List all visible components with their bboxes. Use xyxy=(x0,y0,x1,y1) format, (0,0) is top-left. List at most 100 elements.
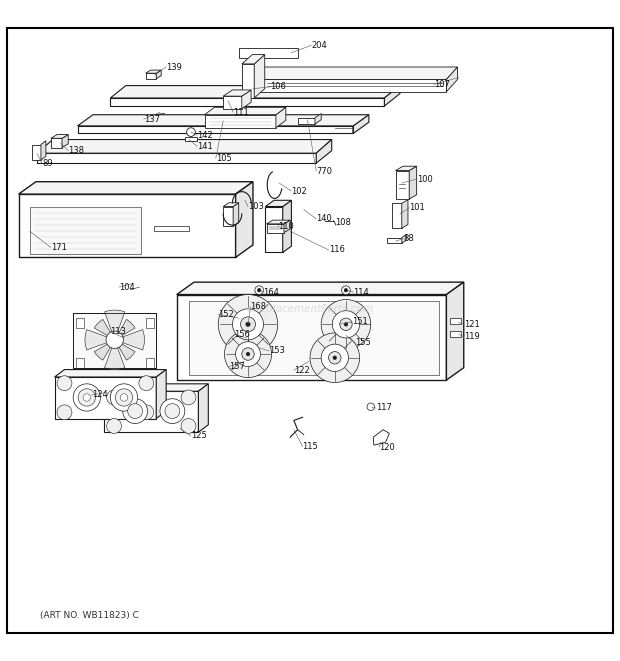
Polygon shape xyxy=(223,90,251,96)
Circle shape xyxy=(218,295,278,354)
Circle shape xyxy=(83,394,91,401)
Circle shape xyxy=(344,323,348,326)
Text: 151: 151 xyxy=(352,317,368,327)
Circle shape xyxy=(340,318,352,330)
Bar xyxy=(76,358,84,368)
Polygon shape xyxy=(37,139,332,153)
Polygon shape xyxy=(55,369,166,377)
Polygon shape xyxy=(51,138,62,147)
Text: 111: 111 xyxy=(233,108,249,117)
Polygon shape xyxy=(104,384,208,391)
Text: 124: 124 xyxy=(92,391,107,399)
Polygon shape xyxy=(205,115,276,128)
Polygon shape xyxy=(251,79,446,92)
Circle shape xyxy=(242,348,254,360)
Circle shape xyxy=(236,342,260,366)
Text: 102: 102 xyxy=(291,186,307,196)
Polygon shape xyxy=(396,166,417,171)
Circle shape xyxy=(106,331,123,348)
Polygon shape xyxy=(315,114,321,124)
Polygon shape xyxy=(156,70,161,79)
Text: 105: 105 xyxy=(216,153,231,163)
Text: 156: 156 xyxy=(234,330,250,338)
Polygon shape xyxy=(265,206,283,253)
Polygon shape xyxy=(154,226,189,231)
Polygon shape xyxy=(254,55,265,98)
Polygon shape xyxy=(396,171,409,199)
Polygon shape xyxy=(392,204,402,228)
Polygon shape xyxy=(78,126,353,134)
Bar xyxy=(450,318,461,325)
Circle shape xyxy=(57,375,72,391)
Text: 110: 110 xyxy=(278,222,293,231)
Polygon shape xyxy=(94,319,113,338)
Text: 168: 168 xyxy=(250,303,267,311)
Polygon shape xyxy=(185,137,197,141)
Circle shape xyxy=(165,404,180,418)
Polygon shape xyxy=(41,141,46,160)
Text: (ART NO. WB11823) C: (ART NO. WB11823) C xyxy=(40,611,139,620)
Polygon shape xyxy=(85,330,111,350)
Polygon shape xyxy=(117,319,135,338)
Bar xyxy=(146,358,154,368)
Text: 141: 141 xyxy=(197,142,213,151)
Polygon shape xyxy=(223,206,233,226)
Circle shape xyxy=(332,311,360,338)
Polygon shape xyxy=(402,235,407,243)
Circle shape xyxy=(246,352,250,356)
Text: 103: 103 xyxy=(248,202,264,211)
Polygon shape xyxy=(284,220,290,233)
Polygon shape xyxy=(223,203,239,206)
Text: 101: 101 xyxy=(409,203,425,212)
Polygon shape xyxy=(384,86,400,106)
Polygon shape xyxy=(117,342,135,360)
Circle shape xyxy=(128,404,143,418)
Polygon shape xyxy=(32,145,41,160)
Polygon shape xyxy=(177,295,446,380)
Text: 116: 116 xyxy=(329,245,345,254)
Text: 152: 152 xyxy=(218,310,234,319)
Polygon shape xyxy=(146,73,156,79)
Polygon shape xyxy=(251,67,262,92)
Text: 153: 153 xyxy=(269,346,285,356)
Text: 106: 106 xyxy=(270,83,286,91)
Text: 137: 137 xyxy=(144,114,160,124)
Circle shape xyxy=(73,384,100,411)
Text: 164: 164 xyxy=(263,288,279,297)
Polygon shape xyxy=(110,86,400,98)
Polygon shape xyxy=(37,153,316,163)
Polygon shape xyxy=(373,430,389,446)
Circle shape xyxy=(107,390,122,405)
Circle shape xyxy=(329,352,341,364)
Polygon shape xyxy=(177,282,464,295)
Bar xyxy=(146,318,154,328)
Circle shape xyxy=(139,405,154,420)
Text: 89: 89 xyxy=(42,159,53,168)
Circle shape xyxy=(246,322,250,327)
Circle shape xyxy=(232,309,264,340)
Text: 139: 139 xyxy=(166,63,182,71)
Text: 157: 157 xyxy=(229,362,246,371)
Polygon shape xyxy=(19,182,253,194)
Text: eReplacementParts.com: eReplacementParts.com xyxy=(246,304,374,314)
Circle shape xyxy=(310,333,360,383)
Circle shape xyxy=(257,288,261,292)
Circle shape xyxy=(367,403,374,410)
Text: 204: 204 xyxy=(311,41,327,50)
Polygon shape xyxy=(198,384,208,432)
Polygon shape xyxy=(265,200,291,206)
Text: 120: 120 xyxy=(379,443,395,451)
Circle shape xyxy=(224,330,272,377)
Text: 115: 115 xyxy=(303,442,318,451)
Circle shape xyxy=(187,128,195,136)
Polygon shape xyxy=(189,301,439,375)
Polygon shape xyxy=(94,342,113,360)
Polygon shape xyxy=(298,118,315,124)
Polygon shape xyxy=(387,237,402,243)
Polygon shape xyxy=(267,220,290,224)
Polygon shape xyxy=(353,115,369,134)
Text: 107: 107 xyxy=(434,80,450,89)
Text: 108: 108 xyxy=(335,218,351,227)
Text: 119: 119 xyxy=(464,332,479,341)
Polygon shape xyxy=(105,310,125,336)
